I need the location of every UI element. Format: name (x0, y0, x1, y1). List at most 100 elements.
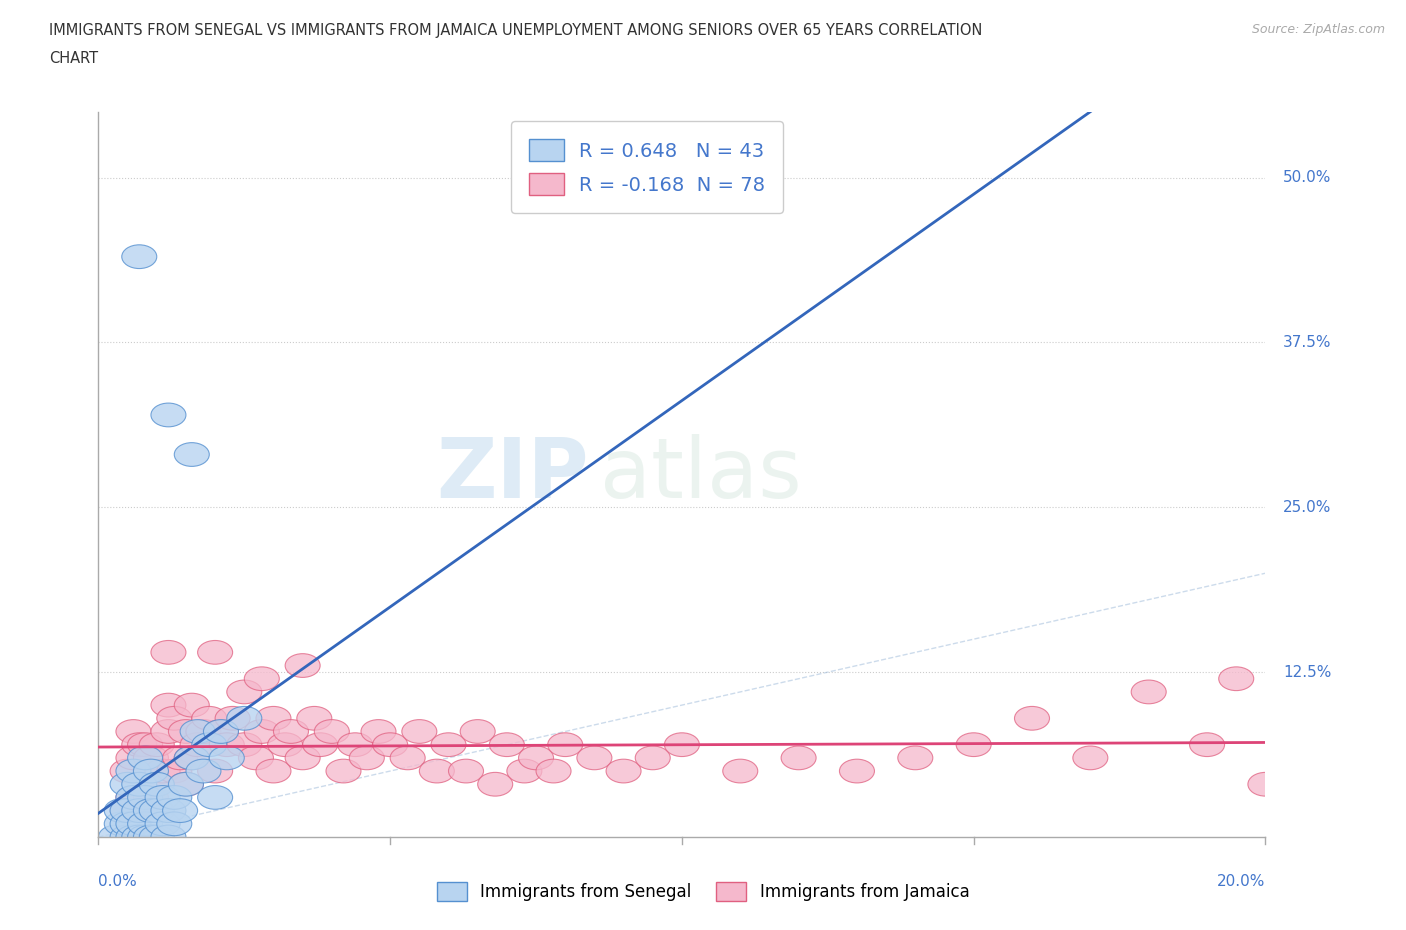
Ellipse shape (1015, 707, 1049, 730)
Text: 25.0%: 25.0% (1282, 499, 1331, 515)
Ellipse shape (274, 720, 308, 743)
Legend: R = 0.648   N = 43, R = -0.168  N = 78: R = 0.648 N = 43, R = -0.168 N = 78 (512, 121, 783, 213)
Ellipse shape (122, 799, 157, 822)
Ellipse shape (128, 786, 163, 809)
Text: 50.0%: 50.0% (1282, 170, 1331, 185)
Ellipse shape (128, 812, 163, 836)
Ellipse shape (898, 746, 932, 770)
Ellipse shape (134, 746, 169, 770)
Ellipse shape (839, 759, 875, 783)
Ellipse shape (326, 759, 361, 783)
Ellipse shape (115, 746, 150, 770)
Ellipse shape (110, 812, 145, 836)
Ellipse shape (98, 825, 134, 849)
Text: IMMIGRANTS FROM SENEGAL VS IMMIGRANTS FROM JAMAICA UNEMPLOYMENT AMONG SENIORS OV: IMMIGRANTS FROM SENEGAL VS IMMIGRANTS FR… (49, 23, 983, 38)
Ellipse shape (134, 799, 169, 822)
Ellipse shape (169, 773, 204, 796)
Ellipse shape (508, 759, 541, 783)
Ellipse shape (1249, 773, 1282, 796)
Ellipse shape (128, 825, 163, 849)
Ellipse shape (361, 720, 396, 743)
Ellipse shape (150, 641, 186, 664)
Ellipse shape (402, 720, 437, 743)
Ellipse shape (115, 759, 150, 783)
Ellipse shape (432, 733, 465, 756)
Ellipse shape (122, 245, 157, 269)
Ellipse shape (373, 733, 408, 756)
Ellipse shape (180, 720, 215, 743)
Ellipse shape (163, 799, 198, 822)
Ellipse shape (150, 693, 186, 717)
Ellipse shape (110, 799, 145, 822)
Ellipse shape (174, 746, 209, 770)
Ellipse shape (145, 759, 180, 783)
Ellipse shape (134, 825, 169, 849)
Ellipse shape (110, 759, 145, 783)
Ellipse shape (636, 746, 671, 770)
Ellipse shape (460, 720, 495, 743)
Ellipse shape (150, 825, 186, 849)
Ellipse shape (576, 746, 612, 770)
Ellipse shape (209, 746, 245, 770)
Ellipse shape (150, 720, 186, 743)
Ellipse shape (186, 759, 221, 783)
Legend: Immigrants from Senegal, Immigrants from Jamaica: Immigrants from Senegal, Immigrants from… (430, 875, 976, 908)
Ellipse shape (1189, 733, 1225, 756)
Ellipse shape (186, 720, 221, 743)
Text: 0.0%: 0.0% (98, 874, 138, 889)
Ellipse shape (139, 825, 174, 849)
Ellipse shape (204, 720, 239, 743)
Text: ZIP: ZIP (436, 433, 589, 515)
Text: CHART: CHART (49, 51, 98, 66)
Ellipse shape (198, 641, 232, 664)
Ellipse shape (169, 720, 204, 743)
Text: atlas: atlas (600, 433, 801, 515)
Ellipse shape (519, 746, 554, 770)
Ellipse shape (198, 759, 232, 783)
Ellipse shape (139, 733, 174, 756)
Ellipse shape (128, 733, 163, 756)
Ellipse shape (180, 733, 215, 756)
Ellipse shape (128, 786, 163, 809)
Ellipse shape (419, 759, 454, 783)
Ellipse shape (122, 799, 157, 822)
Ellipse shape (157, 812, 191, 836)
Ellipse shape (139, 799, 174, 822)
Ellipse shape (956, 733, 991, 756)
Ellipse shape (157, 759, 191, 783)
Ellipse shape (191, 707, 226, 730)
Ellipse shape (145, 812, 180, 836)
Ellipse shape (1132, 680, 1166, 704)
Ellipse shape (389, 746, 425, 770)
Ellipse shape (122, 825, 157, 849)
Ellipse shape (115, 786, 150, 809)
Ellipse shape (169, 773, 204, 796)
Ellipse shape (723, 759, 758, 783)
Ellipse shape (245, 720, 280, 743)
Ellipse shape (337, 733, 373, 756)
Text: 12.5%: 12.5% (1282, 665, 1331, 680)
Ellipse shape (606, 759, 641, 783)
Ellipse shape (150, 799, 186, 822)
Ellipse shape (157, 707, 191, 730)
Ellipse shape (302, 733, 337, 756)
Ellipse shape (256, 759, 291, 783)
Text: Source: ZipAtlas.com: Source: ZipAtlas.com (1251, 23, 1385, 36)
Text: 37.5%: 37.5% (1282, 335, 1331, 350)
Ellipse shape (163, 746, 198, 770)
Ellipse shape (315, 720, 349, 743)
Ellipse shape (215, 707, 250, 730)
Ellipse shape (139, 773, 174, 796)
Ellipse shape (128, 746, 163, 770)
Text: 20.0%: 20.0% (1218, 874, 1265, 889)
Ellipse shape (122, 773, 157, 796)
Ellipse shape (245, 667, 280, 691)
Ellipse shape (191, 733, 226, 756)
Ellipse shape (139, 773, 174, 796)
Ellipse shape (226, 680, 262, 704)
Ellipse shape (104, 812, 139, 836)
Ellipse shape (122, 733, 157, 756)
Ellipse shape (256, 707, 291, 730)
Ellipse shape (115, 825, 150, 849)
Ellipse shape (297, 707, 332, 730)
